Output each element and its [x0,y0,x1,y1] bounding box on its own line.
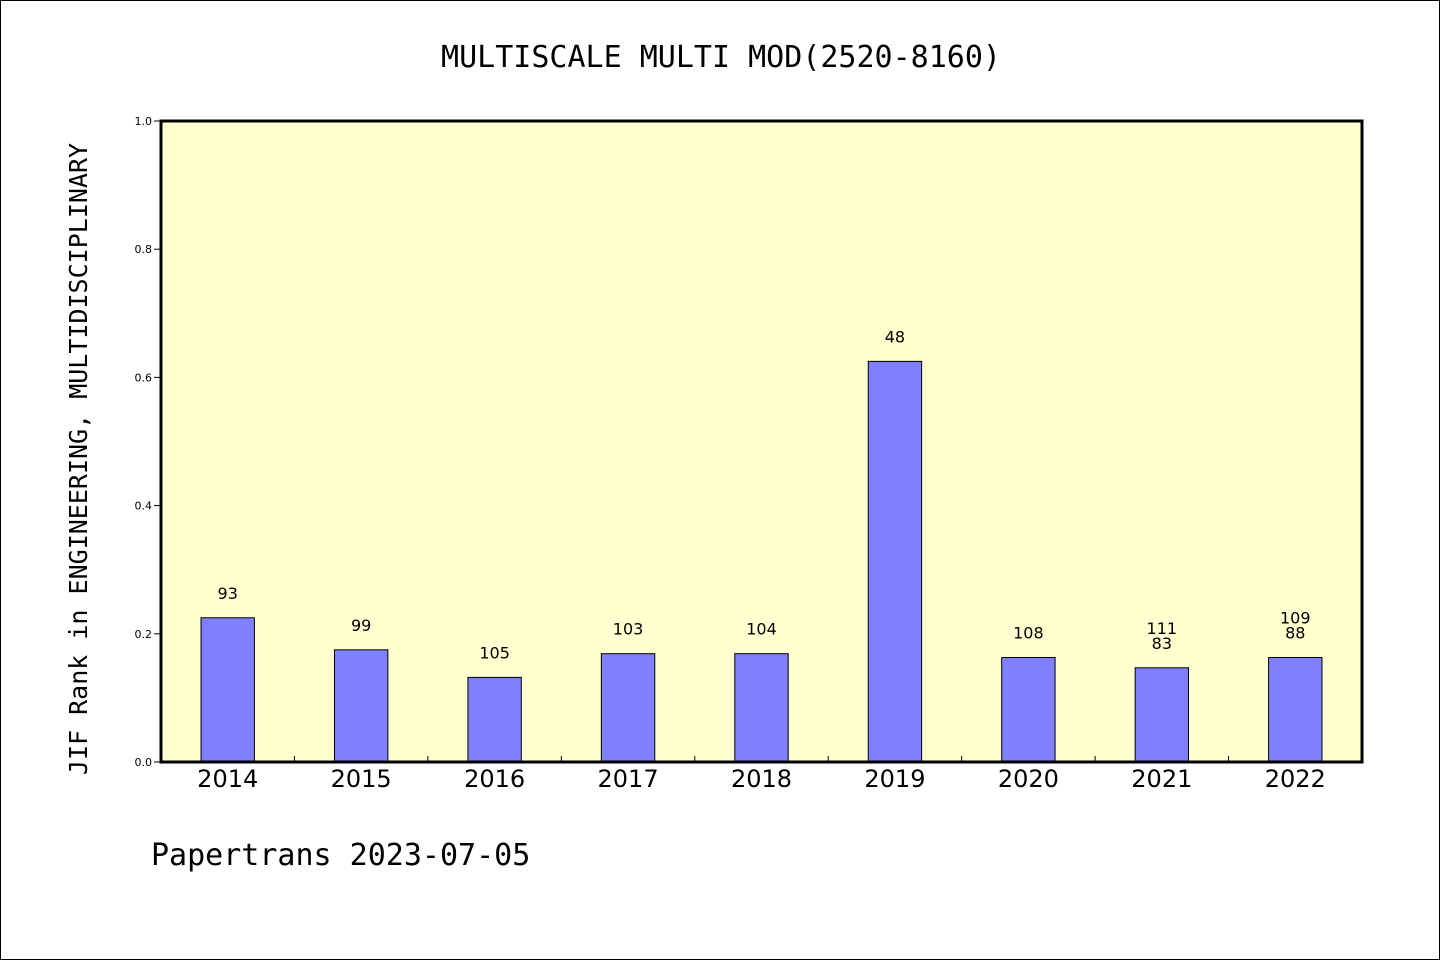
y-tick-label: 0.2 [135,628,153,641]
bar-value-label: 108 [1013,624,1044,643]
bar-2020 [1001,657,1056,763]
y-tick-label: 0.4 [135,500,153,513]
bar-value-label: 83 [1152,634,1172,653]
plot-border [159,119,1364,764]
y-axis-label: JIF Rank in ENGINEERING, MULTIDISCIPLINA… [64,143,93,775]
bar-value-label: 48 [885,327,905,346]
bar-2022 [1268,657,1323,763]
bar-value-label: 99 [351,616,371,635]
x-tick-label: 2022 [1265,765,1326,793]
y-axis-ticks: 0.0 0.2 0.4 0.6 0.8 1.0 [135,115,161,769]
y-tick-label: 1.0 [135,115,153,128]
bar-2021 [1134,667,1190,763]
bar-value-label: 104 [746,620,777,639]
bar-value-label: 105 [479,643,510,662]
bar-2016 [467,676,522,763]
x-tick-label: 2018 [731,765,792,793]
x-tick-label: 2014 [197,765,258,793]
x-tick-label: 2015 [331,765,392,793]
bar-value-label: 109 [1280,609,1311,628]
bar-2017 [600,653,656,763]
x-tick-label: 2016 [464,765,525,793]
x-tick-label: 2021 [1131,765,1192,793]
x-axis-ticks: 2014 2015 2016 2017 2018 2019 2020 2021 2022 [197,756,1326,793]
x-tick-label: 2017 [598,765,659,793]
bar-2015 [333,649,389,763]
bar-value-label: 88 [1285,624,1305,643]
chart-title: MULTISCALE MULTI MOD(2520-8160) [441,40,1001,75]
x-tick-label: 2020 [998,765,1059,793]
bar-2019 [867,360,923,763]
bar-value-label: 93 [218,584,238,603]
x-tick-label: 2019 [864,765,925,793]
bar-value-label: 111 [1147,619,1178,638]
footer-credit: Papertrans 2023-07-05 [151,838,530,873]
bar-2014 [200,617,255,763]
bar-value-label: 103 [613,620,644,639]
y-tick-label: 0.8 [135,243,153,256]
bar-2018 [734,653,789,763]
y-tick-label: 0.6 [135,371,153,384]
bars-layer [200,360,1323,763]
y-tick-label: 0.0 [135,756,153,769]
